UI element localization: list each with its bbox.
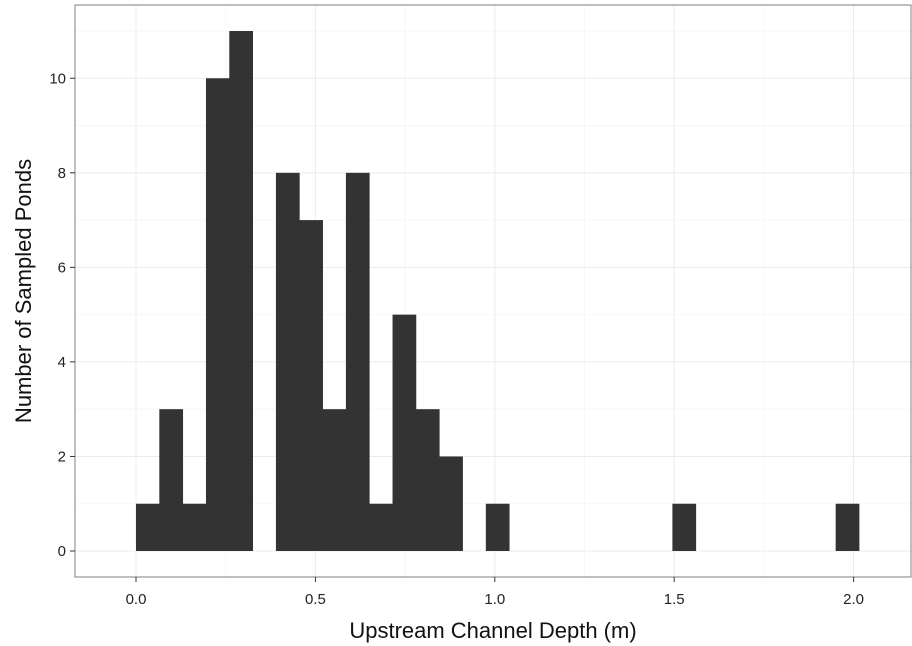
y-axis-ticks: 0 2 4 6 8 10 (49, 70, 75, 560)
y-tick-label: 10 (49, 70, 66, 87)
y-tick-label: 4 (58, 354, 66, 371)
histogram-bar (275, 172, 300, 551)
histogram-bars (135, 31, 860, 551)
histogram-bar (159, 409, 184, 551)
y-axis-title: Number of Sampled Ponds (11, 159, 36, 423)
histogram-bar (205, 78, 230, 551)
histogram-bar (835, 503, 860, 551)
histogram-bar (299, 220, 323, 551)
x-tick-label: 2.0 (843, 591, 864, 608)
histogram-bar (369, 503, 393, 551)
histogram-bar (229, 31, 254, 551)
y-tick-label: 0 (58, 543, 66, 560)
histogram-bar (322, 409, 347, 551)
grid-lines (75, 5, 911, 577)
x-tick-label: 0.5 (305, 591, 326, 608)
histogram-bar (485, 503, 510, 551)
histogram-bar (415, 409, 440, 551)
histogram-bar (439, 456, 463, 551)
histogram-bar (135, 503, 160, 551)
x-axis-title: Upstream Channel Depth (m) (349, 618, 636, 643)
histogram-bar (672, 503, 697, 551)
histogram-bar (392, 314, 417, 551)
y-tick-label: 8 (58, 165, 66, 182)
x-tick-label: 0.0 (126, 591, 147, 608)
histogram-bar (345, 172, 370, 551)
x-tick-label: 1.5 (664, 591, 685, 608)
histogram-bar (182, 503, 207, 551)
y-tick-label: 6 (58, 259, 66, 276)
x-axis-ticks: 0.0 0.5 1.0 1.5 2.0 (126, 577, 864, 608)
y-tick-label: 2 (58, 448, 66, 465)
plot-panel-border (74, 4, 912, 578)
x-tick-label: 1.0 (484, 591, 505, 608)
